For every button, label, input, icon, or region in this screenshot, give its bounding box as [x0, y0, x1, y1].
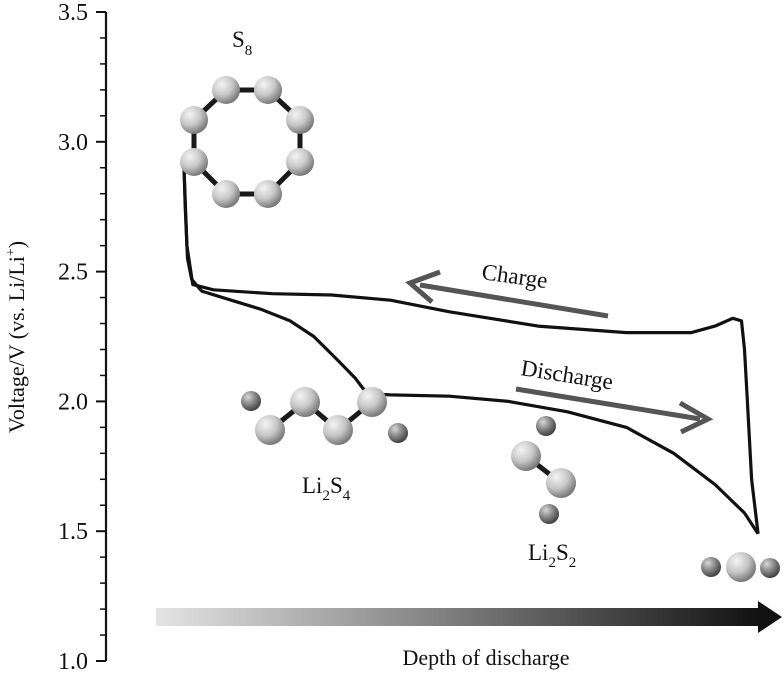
y-tick-label: 1.0	[58, 649, 88, 673]
li-atom	[388, 423, 408, 443]
y-axis: 1.0 1.5 2.0 2.5 3.0 3.5	[58, 0, 108, 673]
s8-symbol: S	[232, 27, 245, 52]
s8-bonds	[191, 87, 303, 197]
s8-label: S8	[232, 27, 252, 59]
y-axis-title-main: Voltage/V (vs. Li/Li	[4, 256, 29, 433]
li-atom	[536, 416, 556, 436]
s8-atom	[212, 180, 240, 208]
s8-molecule	[180, 76, 314, 208]
s8-atom	[254, 76, 282, 104]
li2s4-s: S	[330, 473, 343, 498]
li-atom	[241, 391, 261, 411]
discharge-curve	[182, 167, 760, 535]
discharge-arrow-head	[678, 400, 714, 435]
li2s4-label: Li2S4	[302, 473, 351, 504]
li-atom	[539, 504, 559, 524]
s-atom	[255, 415, 285, 445]
li2s4-bonds	[268, 398, 374, 434]
series-layer	[182, 167, 760, 535]
s8-atom	[286, 148, 314, 176]
li-atom	[701, 557, 721, 577]
y-tick-label: 2.0	[58, 389, 88, 415]
depth-gradient-bar	[156, 608, 760, 626]
li2s4-molecule	[241, 387, 408, 445]
s-atom	[511, 441, 541, 471]
li-atom	[760, 558, 780, 578]
li2s2-label: Li2S2	[528, 540, 576, 571]
charge-arrow-shaft	[419, 282, 609, 319]
y-axis-title-sup: +	[4, 248, 19, 256]
depth-arrow-head	[758, 601, 782, 633]
s8-atom	[180, 148, 208, 176]
li2s4-li-sub: 2	[322, 488, 330, 504]
s8-atom	[180, 106, 208, 134]
y-tick-label: 1.5	[58, 519, 88, 545]
s-atom	[546, 468, 576, 498]
li2s2-s: S	[556, 540, 569, 565]
li2s2-s-sub: 2	[569, 555, 577, 571]
s8-atom	[254, 180, 282, 208]
charge-label: Charge	[480, 259, 549, 293]
li2s2-li-sub: 2	[548, 555, 556, 571]
s-atom	[323, 415, 353, 445]
s-atom	[290, 387, 320, 417]
charge-annotation: Charge	[405, 259, 609, 319]
li2s-molecule	[701, 552, 780, 582]
s8-atom	[286, 106, 314, 134]
li2s2-li: Li	[528, 540, 548, 565]
x-axis-title: Depth of discharge	[403, 645, 570, 670]
y-ticks: 1.0 1.5 2.0 2.5 3.0 3.5	[58, 0, 106, 673]
charge-arrow-head	[405, 269, 441, 304]
charge-curve	[182, 167, 760, 534]
s8-atom	[212, 76, 240, 104]
s-atom	[357, 387, 387, 417]
s-atom	[726, 552, 756, 582]
y-tick-label: 3.5	[58, 0, 88, 26]
y-tick-label: 3.0	[58, 130, 88, 156]
depth-of-discharge-arrow	[156, 601, 782, 633]
s8-subscript: 8	[245, 43, 253, 59]
li2s4-s-sub: 4	[343, 488, 351, 504]
li2s4-li: Li	[302, 473, 322, 498]
discharge-label: Discharge	[519, 355, 615, 394]
discharge-arrow-shaft	[515, 386, 701, 422]
y-tick-label: 2.5	[58, 260, 88, 286]
li2s2-molecule	[511, 416, 576, 524]
y-axis-title-tail: )	[4, 241, 29, 248]
y-axis-title: Voltage/V (vs. Li/Li+)	[4, 241, 29, 433]
